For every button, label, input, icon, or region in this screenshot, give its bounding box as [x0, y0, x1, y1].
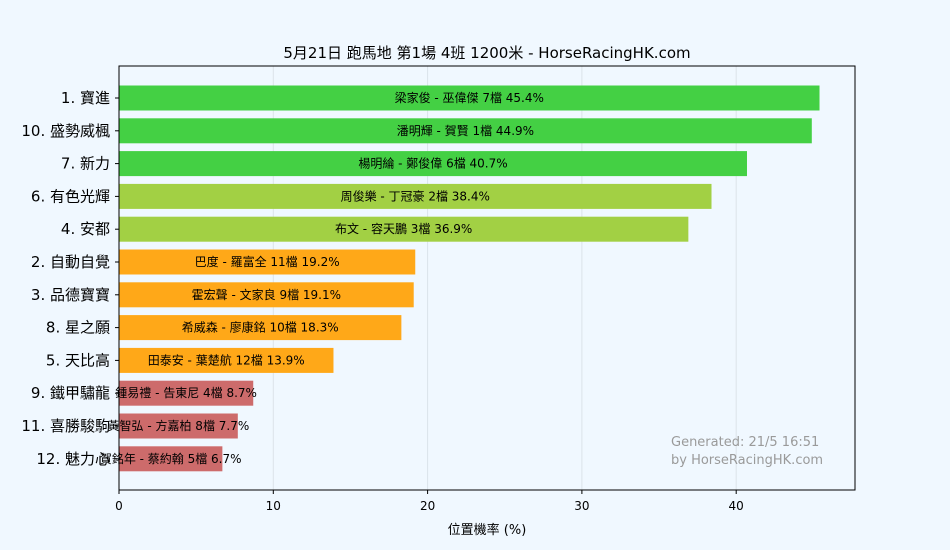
bar [119, 118, 812, 144]
category-label: 2. 自動自覺 [31, 253, 110, 271]
x-axis-title: 位置機率 (%) [448, 522, 527, 538]
bar-data-label: 潘明輝 - 賀賢 1檔 44.9% [397, 124, 534, 138]
bar [119, 216, 689, 242]
category-label: 1. 寶進 [61, 89, 110, 107]
bar-data-label: 田泰安 - 葉楚航 12檔 13.9% [148, 352, 305, 367]
category-label: 6. 有色光輝 [31, 187, 110, 205]
category-label: 3. 品德寶寶 [31, 286, 110, 304]
bar-data-label: 巴度 - 羅富全 11檔 19.2% [195, 254, 340, 269]
bar [119, 413, 238, 439]
x-tick-label: 0 [115, 499, 123, 513]
bar [119, 282, 414, 308]
bar [119, 446, 223, 472]
bars [119, 85, 820, 472]
category-label: 10. 盛勢威楓 [21, 122, 110, 140]
x-tick-label: 40 [729, 499, 744, 513]
category-label: 11. 喜勝駿駒 [21, 417, 110, 435]
bar [119, 151, 747, 177]
watermark-line-2: by HorseRacingHK.com [671, 453, 823, 468]
bar [119, 249, 416, 275]
x-tick-label: 20 [420, 499, 435, 513]
bar-data-label: 賀銘年 - 蔡約翰 5檔 6.7% [100, 451, 242, 466]
watermark-line-1: Generated: 21/5 16:51 [671, 435, 819, 450]
chart-title: 5月21日 跑馬地 第1場 4班 1200米 - HorseRacingHK.c… [283, 44, 690, 62]
bar-data-label: 楊明綸 - 鄭俊偉 6檔 40.7% [358, 156, 507, 171]
bar [119, 380, 254, 406]
bar-data-label: 霍宏聲 - 文家良 9檔 19.1% [192, 287, 341, 302]
plot-frame [118, 65, 856, 491]
category-label: 7. 新力 [61, 155, 110, 173]
category-label: 4. 安都 [61, 220, 110, 238]
category-label: 5. 天比高 [46, 351, 110, 369]
category-label: 8. 星之願 [46, 319, 110, 337]
bar-data-label: 周俊樂 - 丁冠豪 2檔 38.4% [341, 188, 490, 203]
bar [119, 315, 402, 341]
x-tick-label: 30 [574, 499, 589, 513]
bar [119, 183, 712, 209]
y-axis: 1. 寶進 10. 盛勢威楓 7. 新力 6. 有色光輝 4. 安都 2. 自動自覺 3. … [21, 89, 119, 468]
x-axis: 0 10 20 30 40 [115, 490, 744, 513]
bar-data-label: 鍾易禮 - 告東尼 4檔 8.7% [115, 386, 257, 400]
bar-data-label: 希威森 - 廖康銘 10檔 18.3% [182, 320, 339, 335]
bar-data-label: 梁家俊 - 巫偉傑 7檔 45.4% [395, 90, 544, 105]
bar [119, 85, 820, 111]
x-tick-label: 10 [266, 499, 281, 513]
category-label: 9. 鐵甲驌龍 [31, 384, 110, 402]
bar [119, 347, 334, 373]
bar-labels: 梁家俊 - 巫偉傑 7檔 45.4% 潘明輝 - 賀賢 1檔 44.9% 楊明綸 -… [100, 90, 544, 466]
bar-data-label: 黃智弘 - 方嘉柏 8檔 7.7% [108, 418, 250, 433]
bar-data-label: 布文 - 容天鵬 3檔 36.9% [335, 221, 472, 236]
category-label: 12. 魅力心 [36, 450, 110, 468]
